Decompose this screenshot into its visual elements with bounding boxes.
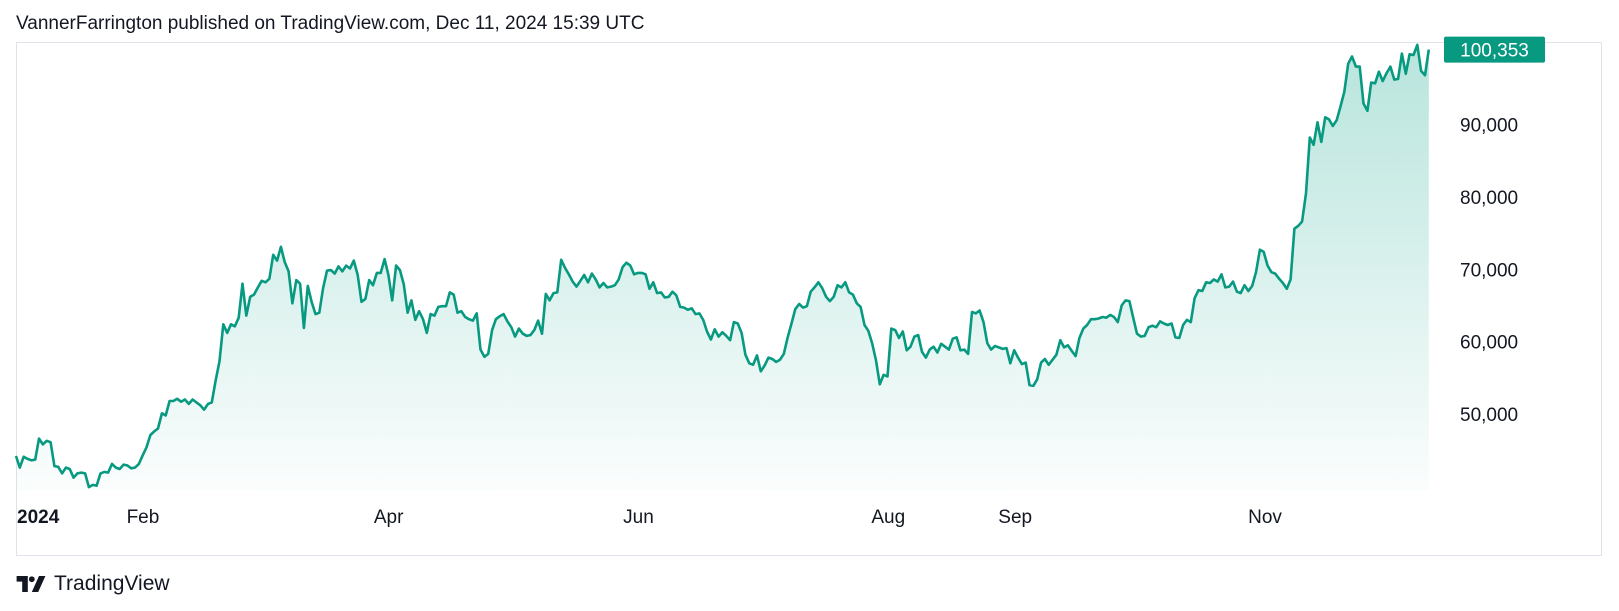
x-tick-label: Jun [623, 507, 654, 528]
series-line [14, 43, 1431, 489]
x-axis: 2024 Feb Apr Jun Aug Sep Nov [17, 507, 1282, 528]
brand-text: TradingView [54, 572, 170, 595]
y-tick-label: 80,000 [1460, 188, 1518, 209]
x-tick-label: Apr [374, 507, 404, 528]
x-tick-label: Nov [1248, 507, 1282, 528]
publish-attribution: VannerFarrington published on TradingVie… [16, 13, 645, 34]
series-area [16, 44, 1429, 491]
x-tick-label: Feb [127, 507, 160, 528]
y-tick-label: 90,000 [1460, 116, 1518, 137]
x-tick-label: 2024 [17, 507, 60, 528]
chart-frame [16, 42, 1602, 556]
y-tick-label: 60,000 [1460, 333, 1518, 354]
last-value-label: 100,353 [1460, 41, 1529, 62]
footer-brand[interactable]: TradingView [16, 572, 170, 596]
x-tick-label: Sep [998, 507, 1032, 528]
y-tick-label: 50,000 [1460, 405, 1518, 426]
y-axis: 50,000 60,000 70,000 80,000 90,000 100,353 [1444, 36, 1545, 426]
last-value-badge [1444, 36, 1545, 63]
y-tick-label: 70,000 [1460, 260, 1518, 281]
x-tick-label: Aug [871, 507, 905, 528]
tradingview-logo-icon [16, 576, 46, 592]
